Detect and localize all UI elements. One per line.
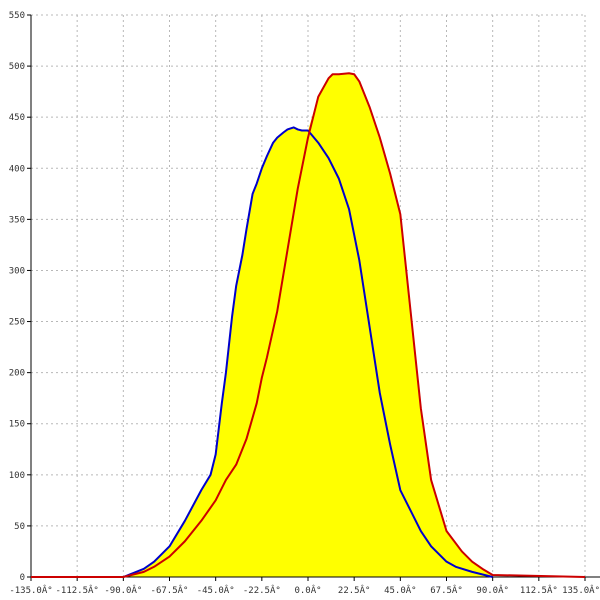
y-tick-label: 350 [9, 215, 25, 225]
y-tick-label: 50 [14, 522, 25, 532]
x-tick-label: 90.0Â° [476, 584, 509, 596]
x-tick-label: -135.0Â° [9, 584, 52, 596]
series-lines [31, 72, 586, 578]
tick-labels: 0 50 100 150 200 250 300 350 400 450 500 550 -135.0Â… [9, 11, 600, 596]
fill-area [123, 73, 493, 578]
y-tick-label: 550 [9, 11, 25, 21]
x-tick-label: -22.5Â° [243, 584, 281, 596]
series-line-1 [122, 126, 493, 578]
x-tick-label: 45.0Â° [384, 584, 417, 596]
x-tick-label: -90.0Â° [104, 584, 142, 596]
y-tick-label: 150 [9, 420, 25, 430]
y-tick-label: 250 [9, 318, 25, 328]
y-tick-label: 0 [20, 573, 25, 583]
y-tick-label: 400 [9, 164, 25, 174]
x-tick-label: 67.5Â° [430, 584, 463, 596]
series-line-2 [31, 72, 586, 578]
x-tick-label: -112.5Â° [55, 584, 98, 596]
x-tick-label: -45.0Â° [197, 584, 235, 596]
y-tick-label: 450 [9, 113, 25, 123]
x-tick-label: 22.5Â° [338, 584, 371, 596]
x-tick-label: 112.5Â° [520, 584, 558, 596]
y-tick-label: 300 [9, 266, 25, 276]
x-tick-label: 135.0Â° [562, 584, 600, 596]
y-tick-label: 200 [9, 369, 25, 379]
fill-region [123, 73, 493, 578]
y-tick-label: 100 [9, 471, 25, 481]
x-tick-label: 0.0Â° [294, 584, 321, 596]
x-tick-label: -67.5Â° [151, 584, 189, 596]
y-tick-label: 500 [9, 62, 25, 72]
